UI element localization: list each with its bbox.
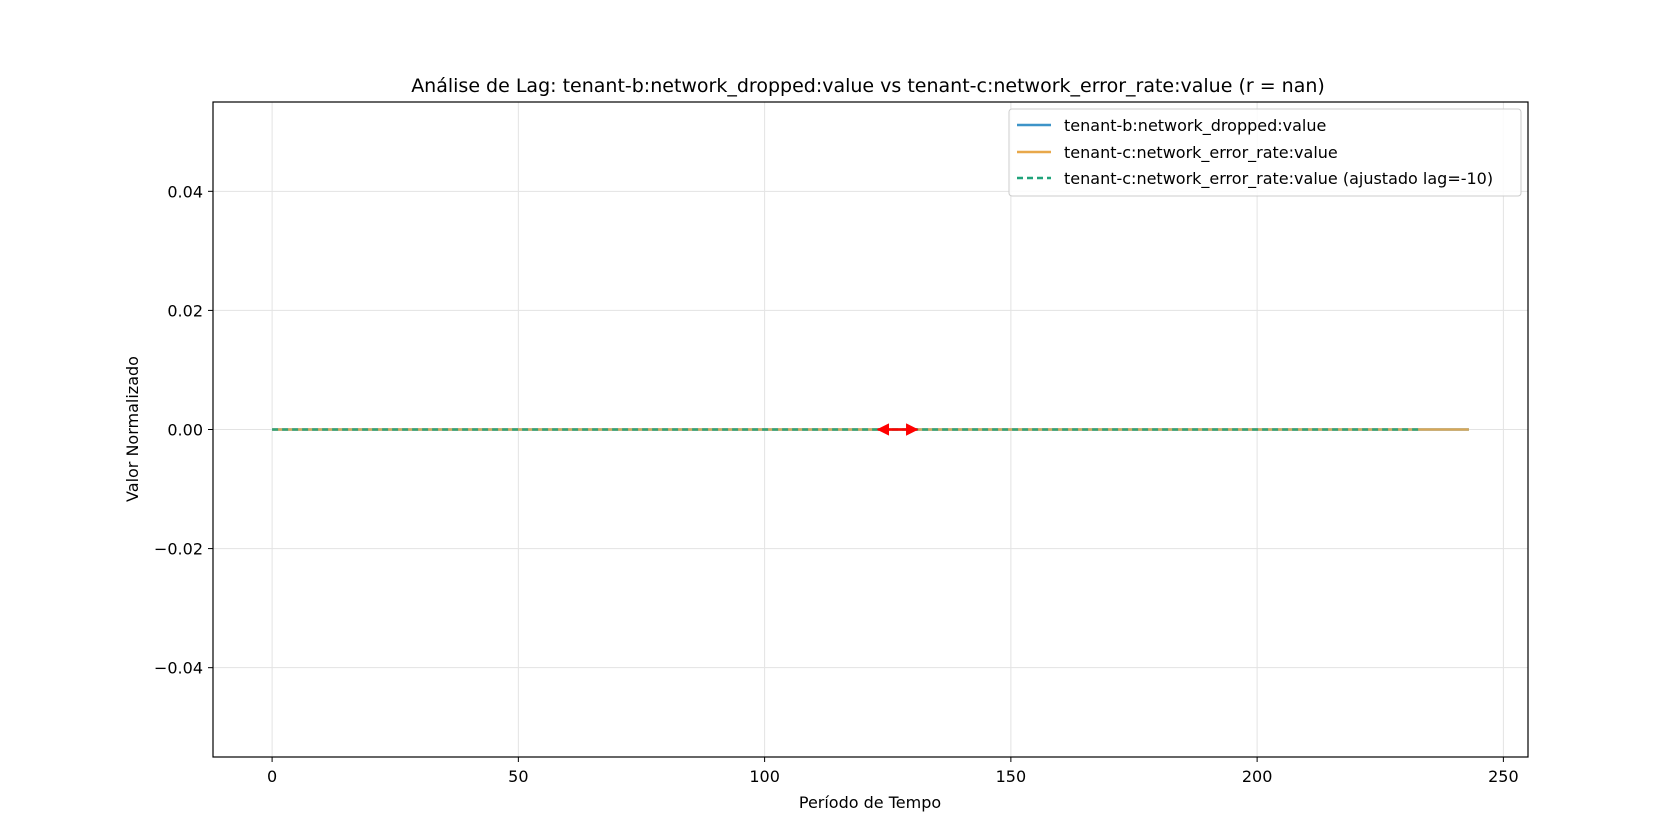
y-tick-label: 0.00 xyxy=(167,421,203,440)
y-tick-label: −0.02 xyxy=(154,540,203,559)
legend-frame xyxy=(1008,108,1522,197)
y-axis-ticks: 0.04 0.02 0.00 −0.02 −0.04 xyxy=(154,182,213,678)
legend-entry-tenant-b-network-dropped: tenant-b:network_dropped:value xyxy=(1064,116,1326,136)
x-tick-label: 50 xyxy=(508,767,528,786)
x-tick-label: 200 xyxy=(1242,767,1273,786)
y-tick-label: 0.04 xyxy=(167,182,203,201)
legend: tenant-b:network_dropped:value tenant-c:… xyxy=(1008,108,1522,197)
chart-title: Análise de Lag: tenant-b:network_dropped… xyxy=(411,75,1325,97)
x-tick-label: 150 xyxy=(996,767,1027,786)
y-tick-label: 0.02 xyxy=(167,301,203,320)
x-tick-label: 0 xyxy=(267,767,277,786)
x-tick-label: 250 xyxy=(1488,767,1519,786)
x-axis-label: Período de Tempo xyxy=(799,793,941,812)
x-tick-label: 100 xyxy=(749,767,780,786)
y-tick-label: −0.04 xyxy=(154,659,203,678)
x-axis-ticks: 0 50 100 150 200 250 xyxy=(267,757,1519,786)
legend-entry-tenant-c-network-error-rate: tenant-c:network_error_rate:value xyxy=(1064,143,1338,163)
y-axis-label: Valor Normalizado xyxy=(123,356,142,502)
legend-entry-tenant-c-network-error-rate-adjusted: tenant-c:network_error_rate:value (ajust… xyxy=(1064,169,1493,189)
